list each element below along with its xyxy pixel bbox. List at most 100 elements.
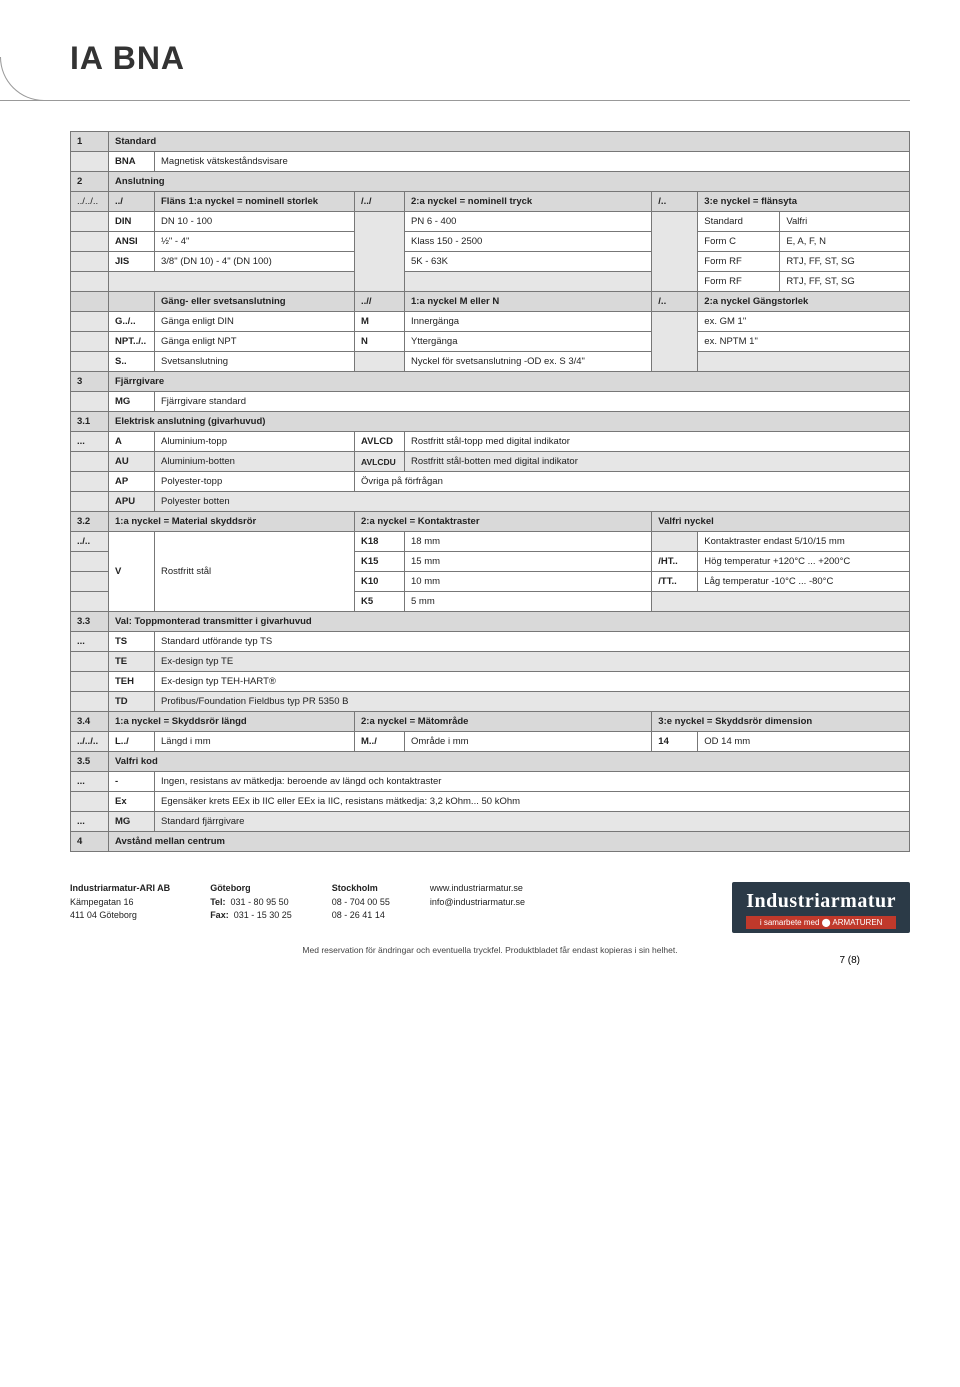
cell: Valfri nyckel: [652, 512, 910, 532]
cell: 18 mm: [405, 532, 652, 552]
cell: Gäng- eller svetsanslutning: [155, 292, 355, 312]
cell: Standard: [698, 212, 780, 232]
cell: Polyester botten: [155, 492, 910, 512]
cell: Ex-design typ TEH-HART®: [155, 672, 910, 692]
cell: MG: [109, 812, 155, 832]
cell: 1:a nyckel = Material skyddsrör: [109, 512, 355, 532]
cell: A: [109, 432, 155, 452]
footer-text: 08 - 26 41 14: [332, 909, 390, 923]
cell: /..: [652, 192, 698, 212]
sec-label: Avstånd mellan centrum: [109, 832, 910, 852]
cell: Nyckel för svetsanslutning -OD ex. S 3/4…: [405, 352, 652, 372]
cell: TD: [109, 692, 155, 712]
cell: Form RF: [698, 272, 780, 292]
sec-label: Elektrisk anslutning (givarhuvud): [109, 412, 910, 432]
footer-link: www.industriarmatur.se: [430, 882, 525, 896]
cell: /TT..: [652, 572, 698, 592]
cell: ...: [71, 632, 109, 652]
cell: M: [355, 312, 405, 332]
cell: 2:a nyckel Gängstorlek: [698, 292, 910, 312]
cell: ../../..: [71, 192, 109, 212]
cell: RTJ, FF, ST, SG: [780, 272, 910, 292]
cell: N: [355, 332, 405, 352]
cell: Valfri: [780, 212, 910, 232]
sec-num: 3.3: [71, 612, 109, 632]
cell: 5 mm: [405, 592, 652, 612]
cell: Aluminium-topp: [155, 432, 355, 452]
cell: RTJ, FF, ST, SG: [780, 252, 910, 272]
cell: ...: [71, 432, 109, 452]
cell: BNA: [109, 152, 155, 172]
cell: L../: [109, 732, 155, 752]
cell: 10 mm: [405, 572, 652, 592]
cell: AP: [109, 472, 155, 492]
cell: AVLCD: [355, 432, 405, 452]
sec-num: 3.4: [71, 712, 109, 732]
cell: K10: [355, 572, 405, 592]
cell: Ex: [109, 792, 155, 812]
cell: 14: [652, 732, 698, 752]
cell: Hög temperatur +120°C ... +200°C: [698, 552, 910, 572]
cell: 15 mm: [405, 552, 652, 572]
sec-label: Fjärrgivare: [109, 372, 910, 392]
footer-text: Tel:: [210, 897, 225, 907]
cell: AU: [109, 452, 155, 472]
sec-label: Anslutning: [109, 172, 910, 192]
footnote: Med reservation för ändringar och eventu…: [70, 945, 910, 955]
cell: K18: [355, 532, 405, 552]
cell: ../: [109, 192, 155, 212]
cell: Polyester-topp: [155, 472, 355, 492]
cell: S..: [109, 352, 155, 372]
sec-num: 4: [71, 832, 109, 852]
cell: M../: [355, 732, 405, 752]
cell: 1:a nyckel M eller N: [405, 292, 652, 312]
cell: /..: [652, 292, 698, 312]
page-number: 7 (8): [839, 955, 860, 966]
cell: Ex-design typ TE: [155, 652, 910, 672]
logo-subtext: i samarbete med ⬤ ARMATUREN: [746, 916, 896, 929]
cell: 1:a nyckel = Skyddsrör längd: [109, 712, 355, 732]
cell: JIS: [109, 252, 155, 272]
cell: /../: [355, 192, 405, 212]
sec-label: Val: Toppmonterad transmitter i givarhuv…: [109, 612, 910, 632]
cell: Egensäker krets EEx ib IIC eller EEx ia …: [155, 792, 910, 812]
cell: DN 10 - 100: [155, 212, 355, 232]
logo: Industriarmatur i samarbete med ⬤ ARMATU…: [732, 882, 910, 933]
cell: Profibus/Foundation Fieldbus typ PR 5350…: [155, 692, 910, 712]
cell: TE: [109, 652, 155, 672]
cell: Rostfritt stål-botten med digital indika…: [405, 452, 910, 472]
cell: K5: [355, 592, 405, 612]
cell: Fläns 1:a nyckel = nominell storlek: [155, 192, 355, 212]
footer-text: Kämpegatan 16: [70, 896, 170, 910]
spec-table: 1 Standard BNAMagnetisk vätskeståndsvisar…: [70, 131, 910, 852]
cell: Låg temperatur -10°C ... -80°C: [698, 572, 910, 592]
footer-text: Stockholm: [332, 882, 390, 896]
cell: G../..: [109, 312, 155, 332]
footer-text: 031 - 80 95 50: [231, 897, 289, 907]
cell: PN 6 - 400: [405, 212, 652, 232]
cell: Gänga enligt NPT: [155, 332, 355, 352]
cell: ../..: [71, 532, 109, 552]
cell: Magnetisk vätskeståndsvisare: [155, 152, 910, 172]
footer-text: 08 - 704 00 55: [332, 896, 390, 910]
footer-text: 031 - 15 30 25: [234, 910, 292, 920]
cell: Yttergänga: [405, 332, 652, 352]
cell: MG: [109, 392, 155, 412]
footer: Industriarmatur-ARI AB Kämpegatan 16 411…: [70, 882, 910, 933]
cell: Ingen, resistans av mätkedja: beroende a…: [155, 772, 910, 792]
cell: Område i mm: [405, 732, 652, 752]
page-title: IA BNA: [70, 40, 910, 77]
sec-num: 1: [71, 132, 109, 152]
sec-num: 2: [71, 172, 109, 192]
footer-text: Industriarmatur-ARI AB: [70, 882, 170, 896]
cell: /HT..: [652, 552, 698, 572]
cell: Rostfritt stål-topp med digital indikato…: [405, 432, 910, 452]
cell: Form C: [698, 232, 780, 252]
cell: 5K - 63K: [405, 252, 652, 272]
cell: K15: [355, 552, 405, 572]
footer-text: 411 04 Göteborg: [70, 909, 170, 923]
footer-text: Fax:: [210, 910, 229, 920]
cell: ANSI: [109, 232, 155, 252]
cell: AVLCDU: [355, 452, 405, 472]
cell: Svetsanslutning: [155, 352, 355, 372]
